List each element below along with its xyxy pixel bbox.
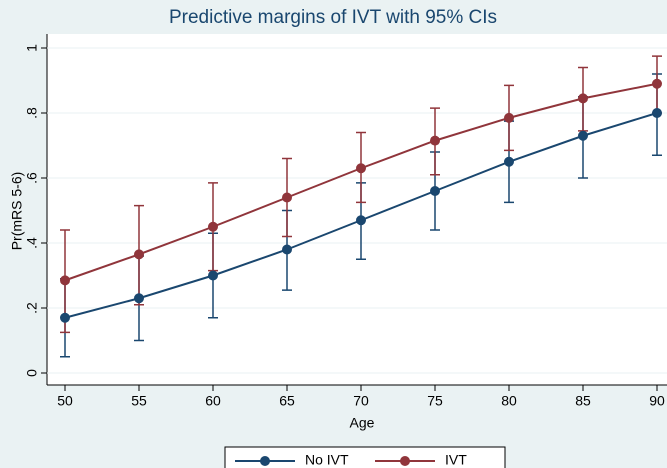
point — [208, 270, 218, 281]
x-tick-label: 90 — [649, 393, 665, 409]
x-tick-label: 85 — [575, 393, 591, 409]
legend — [224, 446, 506, 468]
point — [578, 130, 588, 141]
y-tick-label: .4 — [24, 237, 40, 249]
point — [60, 275, 70, 286]
legend-swatch — [400, 456, 410, 466]
point — [578, 93, 588, 104]
point — [504, 156, 514, 167]
y-tick-label: 0 — [24, 369, 40, 377]
point — [134, 293, 144, 304]
point — [60, 312, 70, 323]
x-axis-label: Age — [350, 415, 375, 431]
legend-swatch — [260, 456, 270, 466]
y-tick-label: .6 — [24, 172, 40, 184]
x-tick-label: 55 — [131, 393, 147, 409]
x-tick-label: 75 — [427, 393, 443, 409]
x-tick-label: 65 — [279, 393, 295, 409]
x-tick-label: 50 — [57, 393, 73, 409]
point — [504, 112, 514, 123]
point — [430, 135, 440, 146]
chart-title: Predictive margins of IVT with 95% CIs — [169, 7, 497, 28]
y-tick-label: 1 — [24, 44, 40, 52]
x-tick-label: 80 — [501, 393, 517, 409]
point — [208, 221, 218, 232]
point — [356, 215, 366, 226]
point — [134, 249, 144, 260]
point — [652, 108, 662, 118]
point — [430, 186, 440, 196]
legend-label: No IVT — [305, 452, 349, 468]
point — [652, 78, 662, 89]
point — [282, 244, 292, 255]
y-axis-label: Pr(mRS 5-6) — [9, 172, 25, 251]
point — [282, 192, 292, 203]
plot-area — [47, 34, 667, 385]
legend-label: IVT — [445, 452, 467, 468]
y-tick-label: .2 — [24, 302, 40, 314]
y-tick-label: .8 — [24, 107, 40, 119]
point — [356, 163, 366, 174]
x-tick-label: 60 — [205, 393, 221, 409]
x-tick-label: 70 — [353, 393, 369, 409]
